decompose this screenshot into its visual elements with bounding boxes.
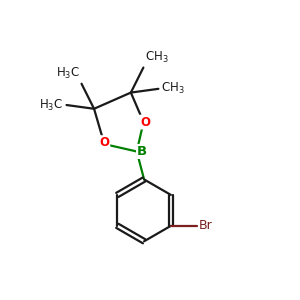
- Text: Br: Br: [199, 219, 213, 232]
- Text: B: B: [137, 145, 147, 158]
- Text: H$_3$C: H$_3$C: [56, 66, 80, 81]
- Text: CH$_3$: CH$_3$: [145, 50, 169, 64]
- Text: O: O: [140, 116, 150, 128]
- Text: O: O: [99, 136, 110, 149]
- Text: H$_3$C: H$_3$C: [40, 98, 64, 112]
- Text: CH$_3$: CH$_3$: [161, 81, 185, 96]
